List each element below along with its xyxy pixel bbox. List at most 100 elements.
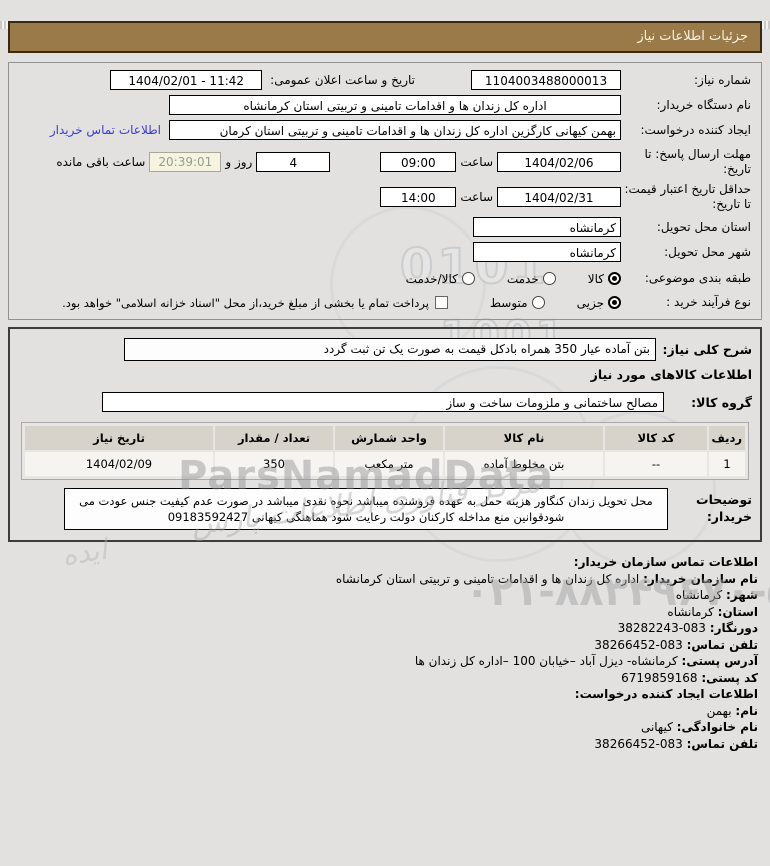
contact-label: استان: bbox=[717, 604, 758, 619]
need-description-field[interactable]: بتن آماده عیار 350 همراه بادکل قیمت به ص… bbox=[124, 338, 656, 361]
col-unit: واحد شمارش bbox=[335, 426, 443, 450]
creator-label: ایجاد کننده درخواست: bbox=[640, 122, 751, 137]
col-row-number: ردیف bbox=[709, 426, 745, 450]
announce-datetime-field[interactable]: 1404/02/01 - 11:42 bbox=[110, 70, 263, 90]
buyer-org-field[interactable]: اداره کل زندان ها و اقدامات تامینی و ترب… bbox=[169, 95, 621, 115]
treasury-docs-checkbox[interactable] bbox=[434, 296, 448, 309]
validity-hour-label: ساعت bbox=[460, 190, 493, 204]
deadline-time-field[interactable]: 09:00 bbox=[380, 152, 457, 172]
contact-label: نام: bbox=[735, 703, 758, 718]
request-info-panel: شماره نیاز: 1104003488000013 تاریخ و ساع… bbox=[8, 62, 762, 320]
need-number-field[interactable]: 1104003488000013 bbox=[471, 70, 621, 90]
contact-line: نام خانوادگی: کیهانی bbox=[12, 719, 758, 736]
radio-goods[interactable] bbox=[608, 272, 621, 285]
deadline-hour-label: ساعت bbox=[460, 155, 493, 169]
buyer-contact-link[interactable]: اطلاعات تماس خریدار bbox=[49, 123, 161, 137]
col-goods-code: کد کالا bbox=[605, 426, 707, 450]
goods-info-title: اطلاعات کالاهای مورد نیاز bbox=[590, 367, 752, 382]
contact-label: تلفن تماس: bbox=[686, 637, 758, 652]
cell-unit: متر مکعب bbox=[335, 452, 443, 476]
contact-line: تلفن تماس: 38266452-083 bbox=[12, 736, 758, 753]
hours-remaining-label: ساعت باقی مانده bbox=[56, 155, 146, 169]
goods-group-label: گروه کالا: bbox=[691, 394, 752, 410]
need-description-label: شرح کلی نیاز: bbox=[662, 342, 752, 357]
contact-label: دورنگار: bbox=[709, 621, 758, 635]
deadline-date-field[interactable]: 1404/02/06 bbox=[497, 152, 621, 172]
contact-value: بهمن bbox=[706, 703, 732, 718]
price-validity-label: حداقل تاریخ اعتبار قیمت: تا تاریخ: bbox=[624, 182, 751, 211]
contact-label: نام خانوادگی: bbox=[676, 720, 758, 734]
contact-line: آدرس پستی: کرمانشاه- دیزل آباد –خیابان 1… bbox=[12, 653, 758, 670]
contact-line: نام: بهمن bbox=[12, 703, 758, 720]
goods-table: ردیف کد کالا نام کالا واحد شمارش تعداد /… bbox=[21, 422, 749, 480]
col-goods-name: نام کالا bbox=[445, 426, 603, 450]
days-remaining-field: 4 bbox=[256, 152, 331, 172]
contact-value: کرمانشاه bbox=[675, 588, 723, 602]
cell-goods-name: بتن مخلوط آماده bbox=[445, 452, 603, 476]
contact-value: 38266452-083 bbox=[594, 637, 683, 652]
contact-value: کرمانشاه- دیزل آباد –خیابان 100 –اداره ک… bbox=[414, 654, 678, 668]
radio-goods-label: کالا bbox=[587, 271, 604, 286]
table-row: 1 -- بتن مخلوط آماده متر مکعب 350 1404/0… bbox=[25, 452, 745, 476]
radio-partial-label: جزیی bbox=[576, 295, 604, 310]
contact-line: کد پستی: 6719859168 bbox=[12, 670, 758, 687]
creator-row: ایجاد کننده درخواست: بهمن کیهانی کارگزین… bbox=[19, 120, 751, 140]
contact-line: شهر: کرمانشاه bbox=[12, 587, 758, 604]
page-title: جزئیات اطلاعات نیاز bbox=[8, 21, 762, 53]
buyer-notes-field[interactable]: محل تحویل زندان کنگاور هزینه حمل به عهده… bbox=[64, 488, 668, 530]
contact-label: آدرس پستی: bbox=[681, 654, 758, 668]
buyer-org-row: نام دستگاه خریدار: اداره کل زندان ها و ا… bbox=[19, 95, 751, 115]
contact-value: 6719859168 bbox=[621, 670, 698, 685]
col-need-date: تاریخ نیاز bbox=[25, 426, 213, 450]
buyer-contact-title: اطلاعات تماس سازمان خریدار: bbox=[573, 555, 758, 569]
process-type-row: نوع فرآیند خرید : جزیی متوسط پرداخت تمام… bbox=[19, 295, 751, 310]
contact-value: کیهانی bbox=[640, 720, 673, 734]
contact-value: کرمانشاه bbox=[667, 604, 714, 619]
cell-goods-code: -- bbox=[605, 452, 707, 476]
page: { "header": { "title": "جزئیات اطلاعات ن… bbox=[0, 21, 770, 866]
treasury-docs-label: پرداخت تمام یا بخشی از مبلغ خرید،از محل … bbox=[62, 295, 429, 310]
validity-date-field[interactable]: 1404/02/31 bbox=[497, 187, 621, 207]
contact-section: اطلاعات تماس سازمان خریدار: نام سازمان خ… bbox=[12, 554, 758, 752]
delivery-city-label: شهر محل تحویل: bbox=[664, 244, 751, 259]
goods-group-row: گروه کالا: مصالح ساختمانی و ملزومات ساخت… bbox=[18, 392, 752, 412]
creator-field[interactable]: بهمن کیهانی کارگزین اداره کل زندان ها و … bbox=[169, 120, 621, 140]
delivery-province-field[interactable]: کرمانشاه bbox=[473, 217, 621, 237]
delivery-city-field[interactable]: کرمانشاه bbox=[473, 242, 621, 262]
contact-line: تلفن تماس: 38266452-083 bbox=[12, 637, 758, 654]
creator-info-title: اطلاعات ایجاد کننده درخواست: bbox=[574, 687, 758, 701]
contact-line: استان: کرمانشاه bbox=[12, 604, 758, 621]
radio-goods-service-label: کالا/خدمت bbox=[405, 271, 458, 286]
need-number-row: شماره نیاز: 1104003488000013 تاریخ و ساع… bbox=[19, 70, 751, 90]
process-type-label: نوع فرآیند خرید : bbox=[666, 295, 751, 309]
classification-label: طبقه بندی موضوعی: bbox=[644, 271, 751, 285]
countdown-timer: 20:39:01 bbox=[149, 152, 222, 172]
contact-value: 38266452-083 bbox=[594, 736, 683, 751]
contact-line: دورنگار: 38282243-083 bbox=[12, 620, 758, 637]
radio-goods-service[interactable] bbox=[461, 272, 475, 285]
buyer-notes-label: توضیحات خریدار: bbox=[696, 492, 752, 524]
radio-service-label: خدمت bbox=[506, 271, 539, 286]
radio-service[interactable] bbox=[542, 272, 556, 285]
cell-need-date: 1404/02/09 bbox=[25, 452, 213, 476]
response-deadline-label: مهلت ارسال پاسخ: تا تاریخ: bbox=[644, 147, 751, 176]
buyer-notes-row: توضیحات خریدار: محل تحویل زندان کنگاور ه… bbox=[18, 488, 752, 530]
need-details-panel: شرح کلی نیاز: بتن آماده عیار 350 همراه ب… bbox=[8, 327, 762, 542]
cell-quantity: 350 bbox=[215, 452, 333, 476]
days-and-label: روز و bbox=[225, 155, 253, 169]
delivery-city-row: شهر محل تحویل: کرمانشاه bbox=[19, 242, 751, 262]
need-description-row: شرح کلی نیاز: بتن آماده عیار 350 همراه ب… bbox=[18, 338, 752, 361]
delivery-province-label: استان محل تحویل: bbox=[656, 219, 751, 234]
validity-time-field[interactable]: 14:00 bbox=[380, 187, 457, 207]
classification-row: طبقه بندی موضوعی: کالا خدمت کالا/خدمت bbox=[19, 271, 751, 286]
contact-value: 38282243-083 bbox=[617, 621, 706, 635]
contact-line: نام سازمان خریدار: اداره کل زندان ها و ا… bbox=[12, 571, 758, 588]
contact-value: اداره کل زندان ها و اقدامات تامینی و ترب… bbox=[335, 571, 640, 586]
contact-label: نام سازمان خریدار: bbox=[643, 571, 758, 586]
col-quantity: تعداد / مقدار bbox=[215, 426, 333, 450]
goods-group-field[interactable]: مصالح ساختمانی و ملزومات ساخت و ساز bbox=[102, 392, 664, 412]
radio-medium-label: متوسط bbox=[489, 295, 528, 310]
contact-label: تلفن تماس: bbox=[686, 736, 758, 751]
radio-medium[interactable] bbox=[531, 296, 545, 309]
radio-partial[interactable] bbox=[608, 296, 621, 309]
